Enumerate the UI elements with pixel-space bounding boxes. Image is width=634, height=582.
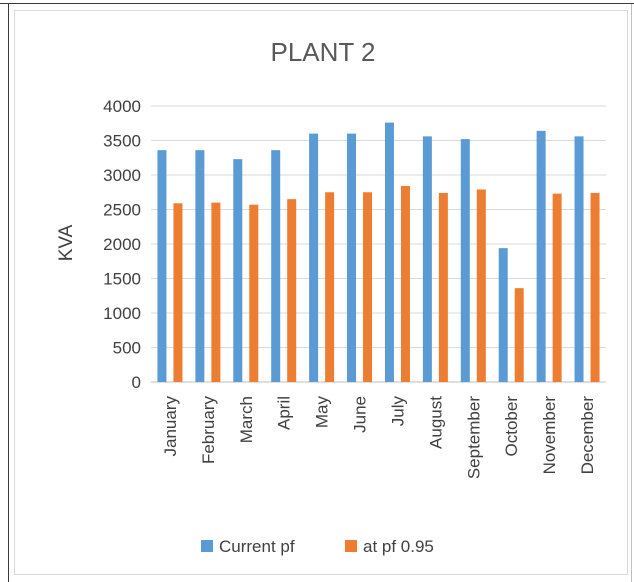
bar-current-pf	[498, 248, 508, 382]
y-tick-label: 500	[113, 339, 141, 358]
top-border-line	[0, 3, 634, 4]
x-tick-label: October	[502, 396, 521, 457]
x-tick-label: February	[199, 396, 218, 465]
bar-at-pf-095	[211, 202, 221, 382]
legend-swatch	[345, 540, 357, 552]
y-tick-label: 2000	[103, 235, 141, 254]
bar-current-pf	[233, 159, 243, 382]
bar-current-pf	[195, 150, 205, 382]
bar-current-pf	[347, 133, 357, 382]
bar-at-pf-095	[325, 192, 335, 382]
legend-label: Current pf	[219, 537, 295, 556]
chart-panel	[14, 10, 628, 575]
left-border-line	[8, 4, 9, 582]
x-tick-label: June	[351, 396, 370, 433]
bar-at-pf-095	[400, 186, 410, 382]
x-tick-label: November	[540, 396, 559, 475]
bar-at-pf-095	[514, 288, 524, 382]
bar-at-pf-095	[287, 199, 297, 382]
bar-at-pf-095	[173, 203, 183, 382]
bar-current-pf	[574, 136, 584, 382]
bar-at-pf-095	[476, 189, 486, 382]
y-tick-label: 1500	[103, 270, 141, 289]
legend: Current pf at pf 0.95	[201, 537, 434, 556]
y-tick-label: 0	[132, 373, 141, 392]
bar-current-pf	[271, 150, 281, 382]
x-tick-label: April	[275, 396, 294, 430]
x-tick-label: December	[578, 396, 597, 475]
bar-current-pf	[460, 139, 470, 382]
x-tick-label: May	[313, 396, 332, 429]
x-tick-label: September	[464, 396, 483, 479]
bars	[157, 122, 600, 382]
x-tick-label: March	[237, 396, 256, 443]
bar-at-pf-095	[363, 192, 373, 382]
bar-current-pf	[157, 150, 167, 382]
legend-swatch	[201, 540, 213, 552]
bar-at-pf-095	[249, 204, 259, 382]
x-tick-label: August	[426, 396, 445, 449]
bar-at-pf-095	[552, 193, 562, 382]
gridlines	[151, 105, 606, 383]
y-axis-label: KVA	[56, 224, 77, 261]
x-tick-label: January	[161, 396, 180, 457]
y-tick-label: 3500	[103, 132, 141, 151]
bar-current-pf	[309, 133, 319, 382]
y-tick-labels: 0 500 1000 1500 2000 2500 3000 3500 4000	[103, 97, 141, 392]
x-tick-label: July	[388, 396, 407, 427]
bar-current-pf	[422, 136, 432, 382]
chart-title: PLANT 2	[270, 37, 375, 67]
bar-at-pf-095	[590, 192, 600, 382]
y-tick-label: 2500	[103, 201, 141, 220]
bar-at-pf-095	[438, 192, 448, 382]
y-tick-label: 3000	[103, 166, 141, 185]
y-tick-label: 1000	[103, 304, 141, 323]
bar-current-pf	[536, 130, 546, 382]
right-border-line	[631, 4, 632, 582]
bar-current-pf	[384, 122, 394, 382]
y-tick-label: 4000	[103, 97, 141, 116]
legend-label: at pf 0.95	[363, 537, 434, 556]
x-tick-labels: January February March April May June July Augu…	[161, 396, 597, 480]
